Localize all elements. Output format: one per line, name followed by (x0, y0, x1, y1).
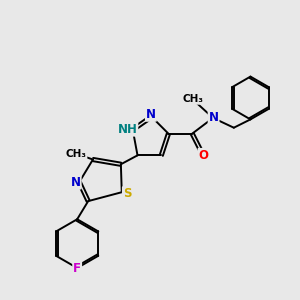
Text: N: N (71, 176, 81, 189)
Text: NH: NH (118, 123, 137, 136)
Text: CH₃: CH₃ (65, 149, 86, 159)
Text: S: S (123, 187, 131, 200)
Text: O: O (199, 149, 208, 162)
Text: F: F (73, 262, 81, 275)
Text: N: N (146, 108, 156, 121)
Text: N: N (208, 111, 219, 124)
Text: CH₃: CH₃ (182, 94, 203, 104)
